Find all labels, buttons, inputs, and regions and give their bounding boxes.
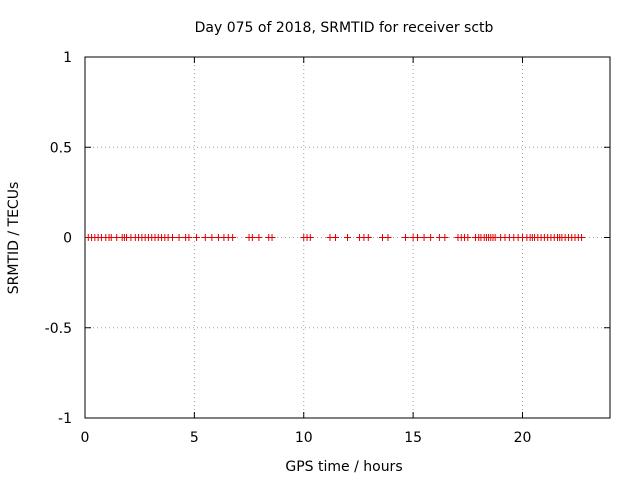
y-tick-label: 1 bbox=[63, 50, 72, 66]
data-point bbox=[255, 234, 263, 241]
data-point bbox=[364, 234, 372, 241]
y-tick-label: 0.5 bbox=[50, 140, 72, 156]
data-point bbox=[201, 234, 209, 241]
y-axis-tick-labels: 1 0.5 0 -0.5 -1 bbox=[45, 50, 72, 427]
data-point bbox=[464, 234, 472, 241]
data-point bbox=[384, 234, 392, 241]
data-point bbox=[175, 234, 183, 241]
x-tick-label: 5 bbox=[190, 430, 199, 446]
data-point bbox=[344, 234, 351, 241]
data-point bbox=[331, 234, 339, 241]
x-tick-label: 10 bbox=[295, 430, 313, 446]
plot-frame bbox=[84, 56, 611, 419]
x-tick-label: 15 bbox=[404, 430, 422, 446]
data-points bbox=[84, 234, 586, 241]
data-point bbox=[420, 234, 428, 241]
y-tick-label: -1 bbox=[58, 411, 72, 427]
data-point bbox=[169, 234, 176, 241]
data-point bbox=[427, 234, 435, 241]
data-point bbox=[268, 234, 276, 241]
x-tick-label: 20 bbox=[514, 430, 532, 446]
data-point bbox=[401, 234, 409, 241]
data-point bbox=[248, 234, 256, 241]
x-axis-label: GPS time / hours bbox=[285, 459, 402, 475]
x-axis-tick-labels: 0 5 10 15 20 bbox=[81, 430, 532, 446]
data-point bbox=[208, 234, 216, 241]
data-point bbox=[578, 234, 586, 241]
y-tick-label: 0 bbox=[63, 231, 72, 247]
data-point bbox=[185, 234, 193, 241]
chart-title: Day 075 of 2018, SRMTID for receiver sct… bbox=[195, 20, 494, 36]
x-tick-label: 0 bbox=[81, 430, 90, 446]
data-point bbox=[414, 234, 421, 241]
y-axis-label: SRMTID / TECUs bbox=[6, 182, 22, 295]
data-point bbox=[306, 234, 314, 241]
data-point bbox=[441, 234, 449, 241]
y-tick-label: -0.5 bbox=[45, 321, 72, 337]
data-point bbox=[193, 234, 201, 241]
data-point bbox=[229, 234, 237, 241]
